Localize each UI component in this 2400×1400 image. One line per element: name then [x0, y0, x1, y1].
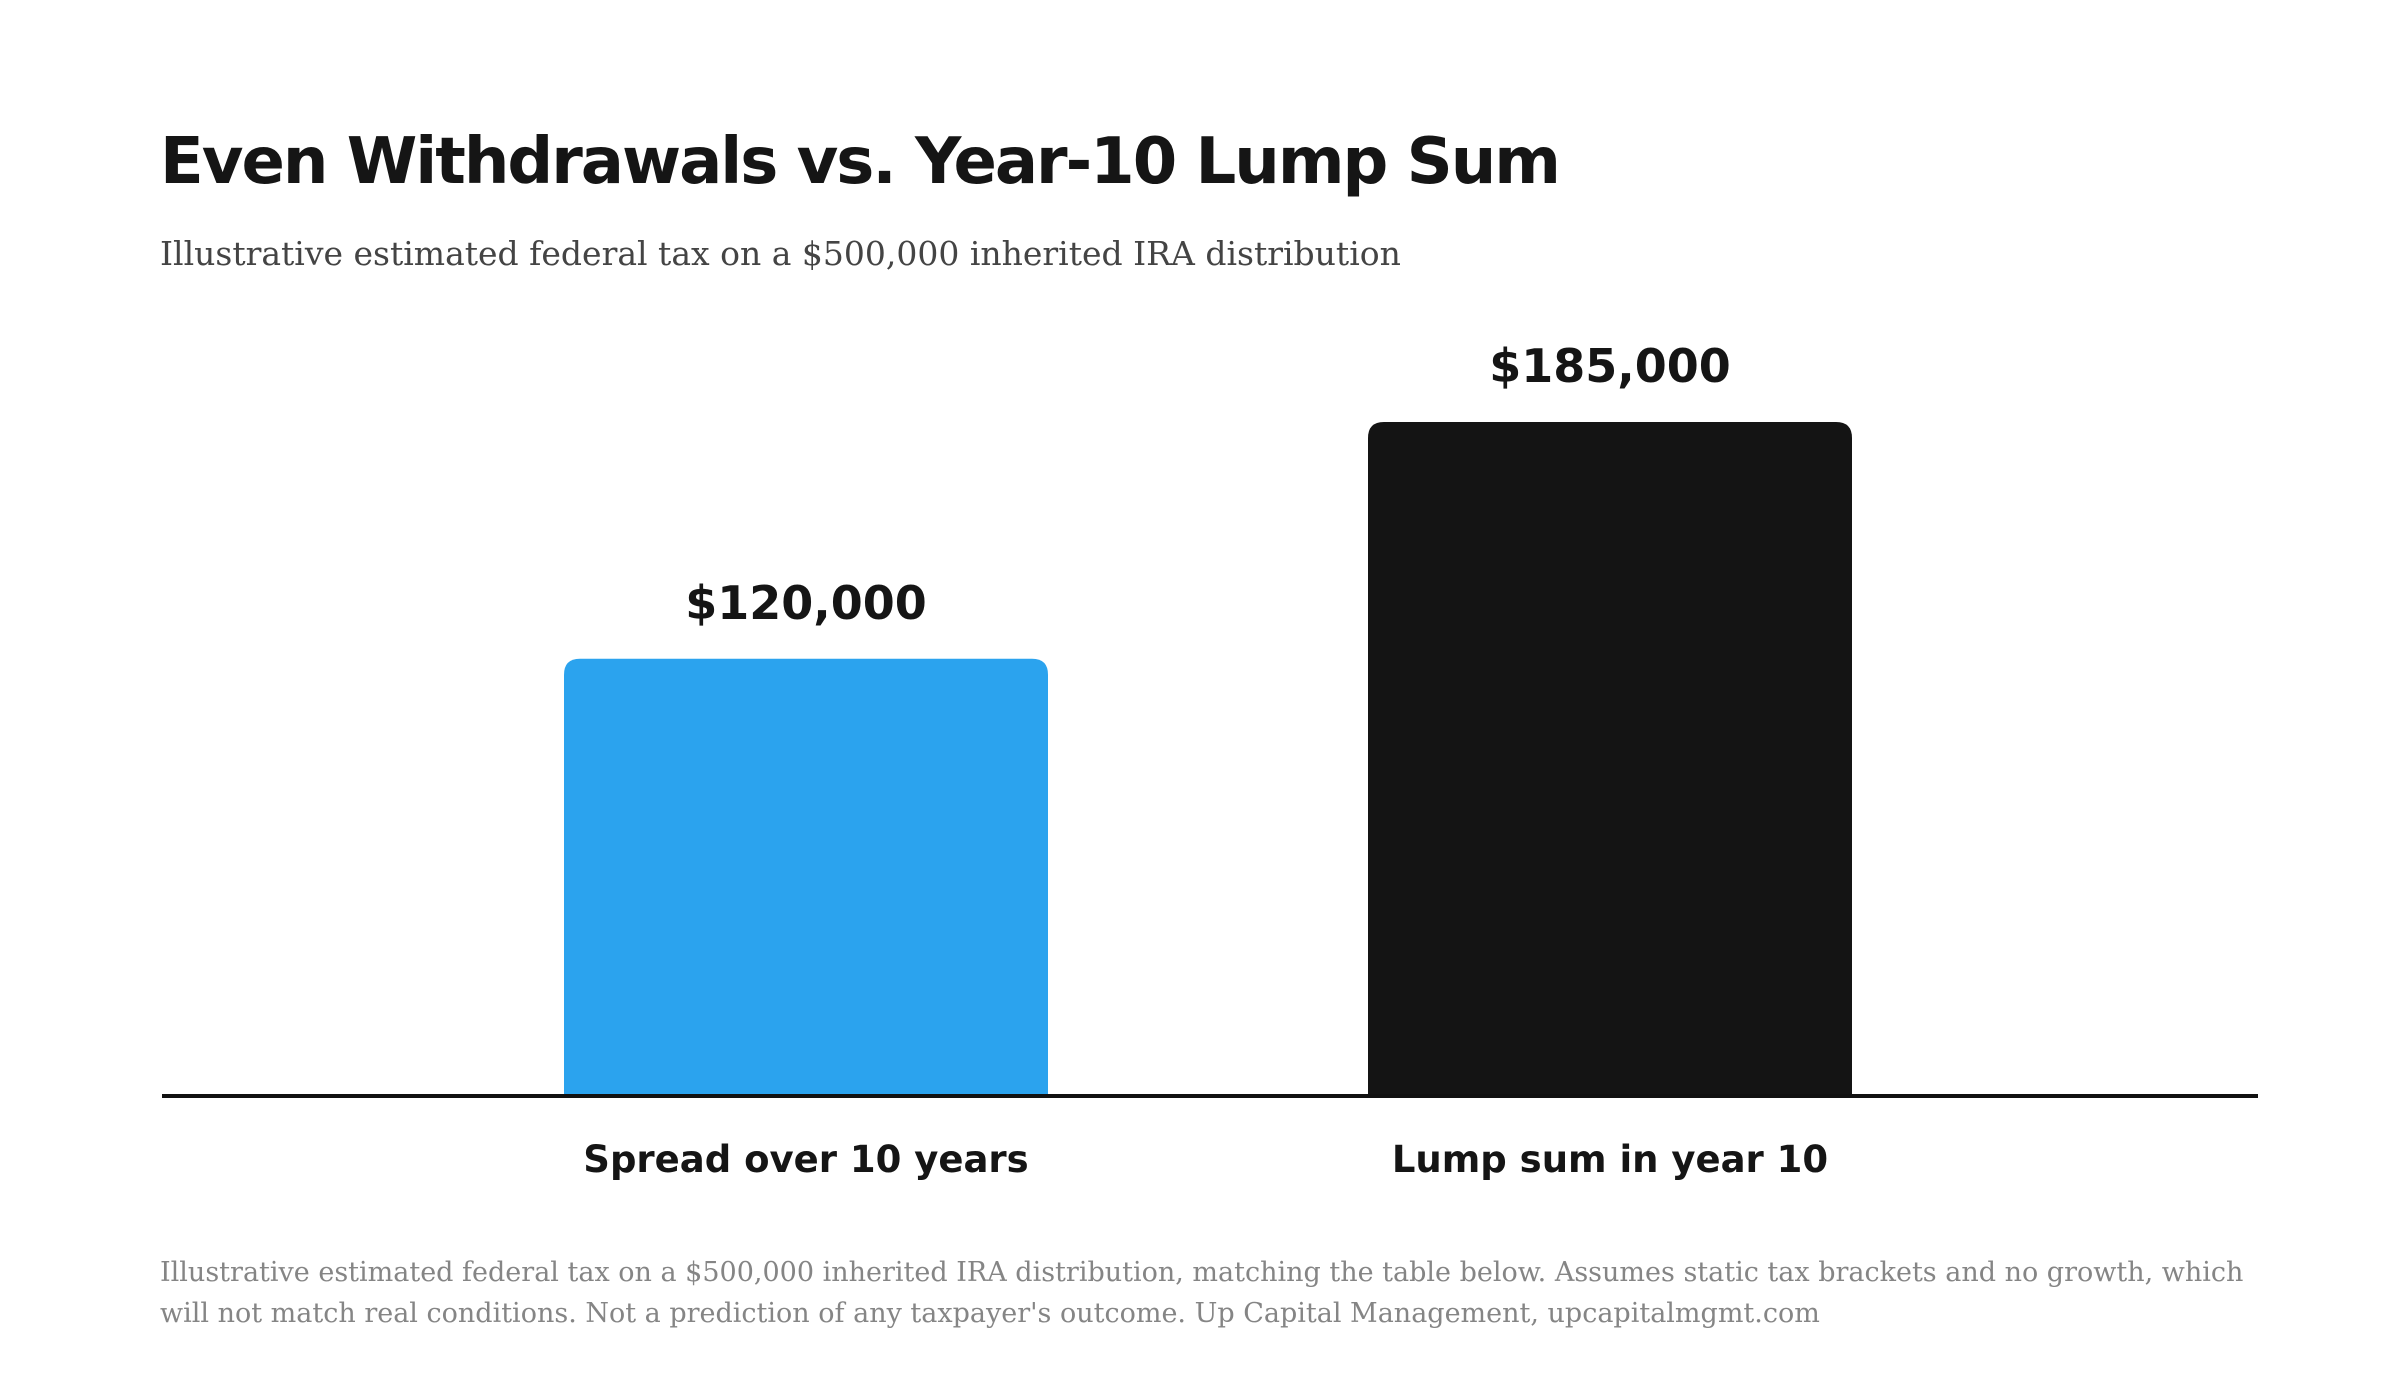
- bar-1: [564, 658, 1048, 1096]
- chart-footnote: Illustrative estimated federal tax on a …: [160, 1257, 2244, 1329]
- chart-title: Even Withdrawals vs. Year-10 Lump Sum: [160, 125, 1561, 199]
- category-label-2: Lump sum in year 10: [1392, 1138, 1828, 1181]
- bar-2: [1368, 422, 1852, 1096]
- category-label-1: Spread over 10 years: [583, 1138, 1028, 1181]
- chart-subtitle: Illustrative estimated federal tax on a …: [160, 234, 1401, 273]
- data-label-1: $120,000: [685, 576, 927, 630]
- data-label-2: $185,000: [1489, 339, 1731, 393]
